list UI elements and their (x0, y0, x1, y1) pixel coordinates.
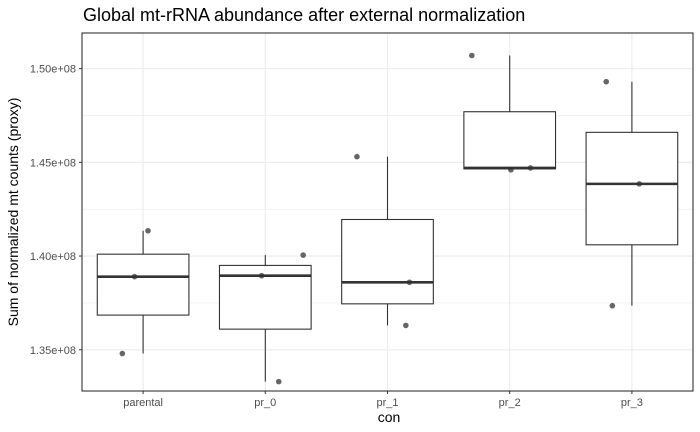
data-point (403, 323, 409, 329)
data-point (603, 79, 609, 85)
data-point (120, 351, 126, 357)
chart-title: Global mt-rRNA abundance after external … (83, 5, 525, 25)
y-axis: 1.35e+08 1.40e+08 1.45e+08 1.50e+08 (30, 64, 82, 357)
x-axis-title: con (378, 409, 401, 425)
data-point (528, 165, 534, 171)
data-point (508, 167, 514, 173)
y-tick-label: 1.40e+08 (30, 251, 76, 263)
box-iqr (342, 219, 434, 303)
data-point (276, 379, 282, 385)
box-iqr (586, 132, 678, 244)
data-point (259, 273, 265, 279)
x-axis: parental pr_0 pr_1 pr_2 pr_3 (123, 391, 643, 409)
x-tick-label: parental (123, 397, 163, 409)
data-point (354, 154, 360, 160)
data-point (300, 252, 306, 258)
x-tick-label: pr_3 (621, 397, 643, 409)
box-iqr (464, 112, 556, 169)
x-tick-label: pr_2 (499, 397, 521, 409)
data-point (636, 181, 642, 187)
data-point (145, 228, 151, 234)
data-point (610, 303, 616, 309)
x-tick-label: pr_0 (254, 397, 276, 409)
y-tick-label: 1.50e+08 (30, 64, 76, 76)
data-point (132, 274, 138, 280)
y-tick-label: 1.35e+08 (30, 345, 76, 357)
y-axis-title: Sum of normalized mt counts (proxy) (5, 98, 21, 327)
box-iqr (97, 254, 189, 315)
data-point (469, 53, 475, 59)
y-tick-label: 1.45e+08 (30, 157, 76, 169)
x-tick-label: pr_1 (376, 397, 398, 409)
data-point (407, 279, 413, 285)
